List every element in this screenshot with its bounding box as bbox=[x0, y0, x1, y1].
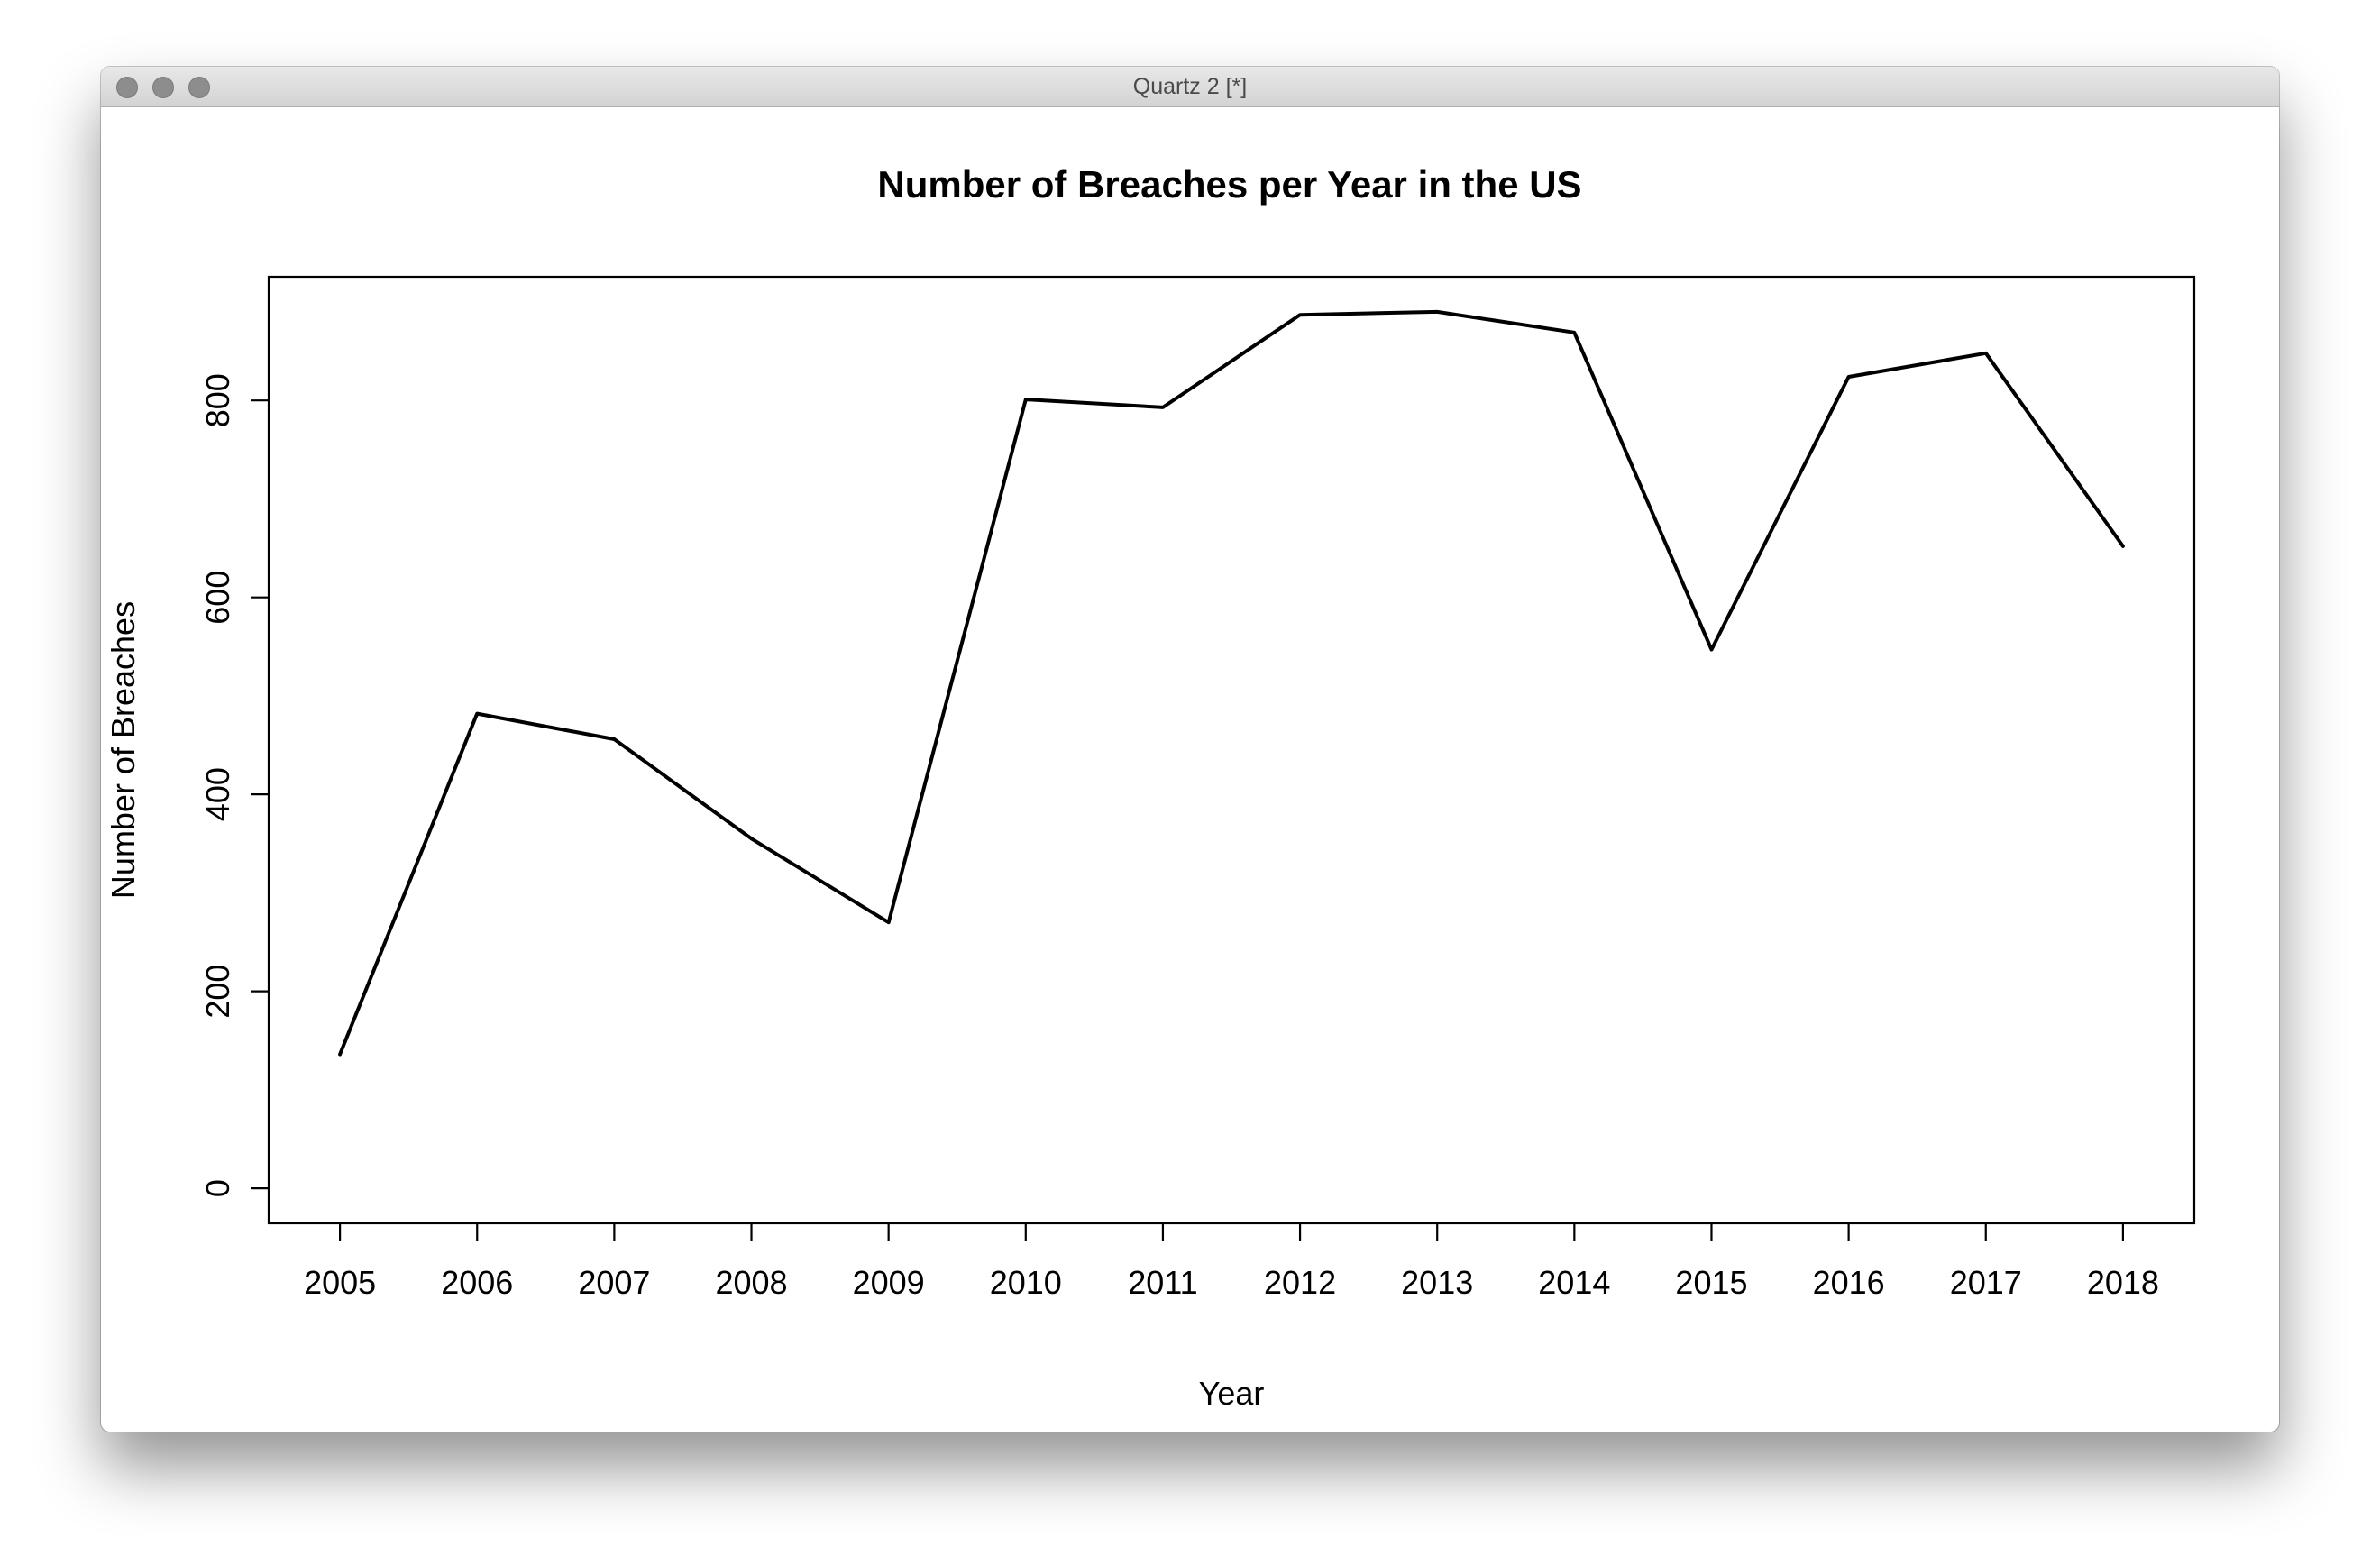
data-point bbox=[337, 1052, 343, 1057]
x-tick-label: 2017 bbox=[1950, 1264, 2022, 1301]
y-axis: 0 200 400 600 800 bbox=[199, 373, 269, 1197]
data-point bbox=[2120, 544, 2126, 549]
data-point bbox=[1297, 312, 1303, 317]
title-bar[interactable]: Quartz 2 [*] bbox=[101, 67, 2279, 107]
quartz-window: Quartz 2 [*] Number of Breaches per Year… bbox=[101, 67, 2279, 1432]
y-axis-label: Number of Breaches bbox=[105, 601, 142, 899]
window-title: Quartz 2 [*] bbox=[1132, 74, 1248, 99]
data-point bbox=[1983, 351, 1989, 356]
data-point bbox=[1023, 397, 1029, 402]
plot-frame bbox=[267, 275, 2196, 1225]
line-chart: Number of Breaches per Year in the US 20… bbox=[105, 163, 2196, 1412]
data-point bbox=[474, 711, 480, 717]
zoom-button[interactable] bbox=[188, 77, 210, 98]
y-tick-label: 600 bbox=[199, 571, 236, 625]
x-tick-label: 2013 bbox=[1401, 1264, 1473, 1301]
data-point bbox=[1846, 374, 1852, 380]
data-point bbox=[1160, 405, 1166, 410]
data-point bbox=[1708, 647, 1714, 653]
x-tick-label: 2007 bbox=[578, 1264, 650, 1301]
x-axis-label: Year bbox=[1199, 1375, 1265, 1412]
chart-title: Number of Breaches per Year in the US bbox=[877, 163, 1581, 206]
x-tick-label: 2011 bbox=[1128, 1264, 1197, 1301]
y-tick-label: 200 bbox=[199, 965, 236, 1019]
x-tick-label: 2016 bbox=[1813, 1264, 1885, 1301]
series-points bbox=[337, 309, 2126, 1057]
x-tick-label: 2005 bbox=[304, 1264, 376, 1301]
x-tick-label: 2018 bbox=[2087, 1264, 2159, 1301]
y-tick-label: 0 bbox=[199, 1179, 236, 1197]
plot-area: Number of Breaches per Year in the US 20… bbox=[101, 107, 2279, 1432]
series-line bbox=[338, 309, 2125, 1057]
data-point bbox=[1434, 309, 1440, 315]
x-axis: 2005 2006 2007 2008 2009 2010 2011 2012 2013 2014… bbox=[304, 1223, 2159, 1301]
x-tick-label: 2014 bbox=[1538, 1264, 1610, 1301]
x-tick-label: 2008 bbox=[715, 1264, 787, 1301]
y-tick-label: 800 bbox=[199, 373, 236, 427]
x-tick-label: 2010 bbox=[990, 1264, 1062, 1301]
close-button[interactable] bbox=[116, 77, 138, 98]
minimize-button[interactable] bbox=[152, 77, 174, 98]
y-tick-label: 400 bbox=[199, 767, 236, 821]
x-tick-label: 2012 bbox=[1264, 1264, 1336, 1301]
x-tick-label: 2009 bbox=[853, 1264, 925, 1301]
x-tick-label: 2006 bbox=[441, 1264, 513, 1301]
x-tick-label: 2015 bbox=[1675, 1264, 1747, 1301]
data-point bbox=[611, 737, 617, 742]
data-point bbox=[1571, 330, 1577, 335]
data-point bbox=[886, 920, 892, 925]
data-point bbox=[749, 836, 755, 841]
